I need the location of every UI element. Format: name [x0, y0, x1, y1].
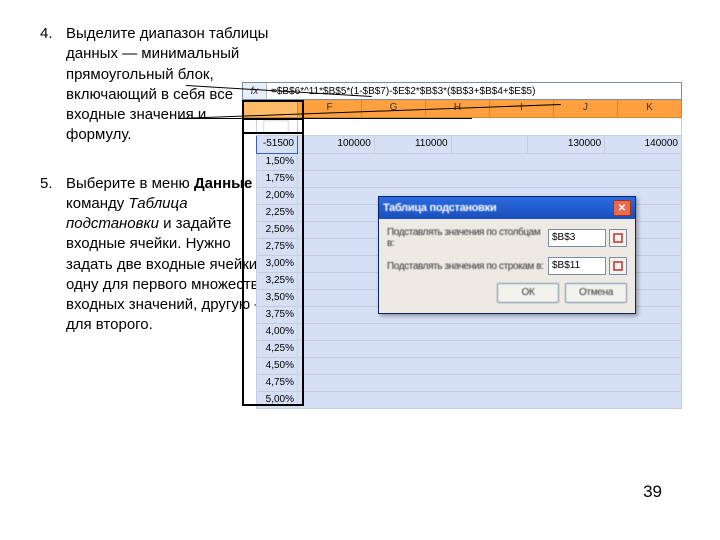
instruction-item-5: 5. Выберите в меню Данные команду Таблиц…: [40, 174, 270, 336]
close-button[interactable]: ✕: [613, 200, 631, 216]
data-cell-area[interactable]: [298, 341, 682, 358]
percent-cell[interactable]: 4,25%: [256, 341, 298, 358]
column-cell-input[interactable]: $B$3: [548, 229, 606, 247]
dialog-title: Таблица подстановки: [383, 202, 613, 214]
column-header-g[interactable]: G: [362, 100, 426, 118]
percent-cell[interactable]: 3,75%: [256, 307, 298, 324]
table-row: 4,00%: [256, 324, 682, 341]
close-icon: ✕: [618, 203, 626, 214]
percent-cell[interactable]: 4,00%: [256, 324, 298, 341]
percent-cell[interactable]: 2,50%: [256, 222, 298, 239]
dialog-label-columns: Подставлять значения по столбцам в:: [387, 227, 548, 249]
table-row: 4,50%: [256, 358, 682, 375]
column-header-j[interactable]: J: [554, 100, 618, 118]
instructions-block: 4. Выделите диапазон таблицы данных — ми…: [40, 24, 270, 364]
dialog-body: Подставлять значения по столбцам в: $B$3…: [379, 219, 635, 313]
cell-blank[interactable]: [256, 118, 298, 136]
data-cell-area[interactable]: [298, 358, 682, 375]
percent-cell[interactable]: 2,00%: [256, 188, 298, 205]
fx-label[interactable]: fx: [243, 83, 267, 99]
cell-blank[interactable]: [298, 118, 682, 136]
row-cell-input[interactable]: $B$11: [548, 257, 606, 275]
dialog-titlebar[interactable]: Таблица подстановки ✕: [379, 197, 635, 219]
table-row: 1,75%: [256, 171, 682, 188]
dialog-row-rows: Подставлять значения по строкам в: $B$11: [387, 257, 627, 275]
dialog-buttons: ОК Отмена: [387, 283, 627, 303]
select-all-corner[interactable]: [242, 100, 298, 118]
range-picker-button[interactable]: [609, 229, 627, 247]
formula-bar: fx =$B$6*^11*$B$5*(1-$B$7)-$E$2*$B$3*($B…: [242, 82, 682, 100]
percent-cell[interactable]: 4,75%: [256, 375, 298, 392]
col-value-cell[interactable]: 140000: [605, 136, 682, 154]
range-picker-button[interactable]: [609, 257, 627, 275]
col-value-cell[interactable]: 130000: [528, 136, 605, 154]
data-table-dialog: Таблица подстановки ✕ Подставлять значен…: [378, 196, 636, 314]
data-cell-area[interactable]: [298, 375, 682, 392]
percent-cell[interactable]: 2,25%: [256, 205, 298, 222]
percent-cell[interactable]: 1,75%: [256, 171, 298, 188]
instruction-text: Выделите диапазон таблицы данных — миним…: [66, 24, 270, 146]
dialog-row-columns: Подставлять значения по столбцам в: $B$3: [387, 227, 627, 249]
percent-cell[interactable]: 1,50%: [256, 154, 298, 171]
table-row: 1,50%: [256, 154, 682, 171]
instruction-text: Выберите в меню Данные команду Таблица п…: [66, 174, 270, 336]
percent-cell[interactable]: 3,00%: [256, 256, 298, 273]
percent-cell[interactable]: 5,00%: [256, 392, 298, 409]
range-picker-icon: [613, 261, 623, 271]
data-cell-area[interactable]: [298, 324, 682, 341]
table-row: 4,25%: [256, 341, 682, 358]
column-header-h[interactable]: H: [426, 100, 490, 118]
percent-cell[interactable]: 3,50%: [256, 290, 298, 307]
instr-text-part: и задайте входные ячейки. Нужно задать д…: [66, 215, 269, 333]
header-values-row: -51500 100000 110000 130000 140000: [256, 136, 682, 154]
instruction-item-4: 4. Выделите диапазон таблицы данных — ми…: [40, 24, 270, 146]
percent-cell[interactable]: 3,25%: [256, 273, 298, 290]
formula-value[interactable]: =$B$6*^11*$B$5*(1-$B$7)-$E$2*$B$3*($B$3+…: [267, 83, 681, 99]
range-picker-icon: [613, 233, 623, 243]
column-header-i[interactable]: I: [490, 100, 554, 118]
column-headers-row: F G H I J K: [242, 100, 682, 118]
blurred-marker: [263, 120, 289, 134]
table-row: 4,75%: [256, 375, 682, 392]
percent-cell[interactable]: 4,50%: [256, 358, 298, 375]
col-value-cell[interactable]: 110000: [375, 136, 452, 154]
instruction-number: 4.: [40, 24, 66, 146]
instr-text-part: Выберите в меню: [66, 175, 194, 192]
ok-button[interactable]: ОК: [497, 283, 559, 303]
rowheader-strip: [242, 118, 256, 409]
col-value-cell[interactable]: [452, 136, 529, 154]
column-header-f[interactable]: F: [298, 100, 362, 118]
data-cell-area[interactable]: [298, 392, 682, 409]
percent-cell[interactable]: 2,75%: [256, 239, 298, 256]
data-cell-area[interactable]: [298, 171, 682, 188]
page-number: 39: [643, 482, 662, 502]
col-value-cell[interactable]: 100000: [298, 136, 375, 154]
table-row: 5,00%: [256, 392, 682, 409]
cancel-button[interactable]: Отмена: [565, 283, 627, 303]
data-cell-area[interactable]: [298, 154, 682, 171]
column-header-k[interactable]: K: [618, 100, 682, 118]
dialog-label-rows: Подставлять значения по строкам в:: [387, 261, 548, 272]
instruction-number: 5.: [40, 174, 66, 336]
formula-result-cell[interactable]: -51500: [256, 136, 298, 154]
instr-text-part: команду: [66, 195, 128, 212]
